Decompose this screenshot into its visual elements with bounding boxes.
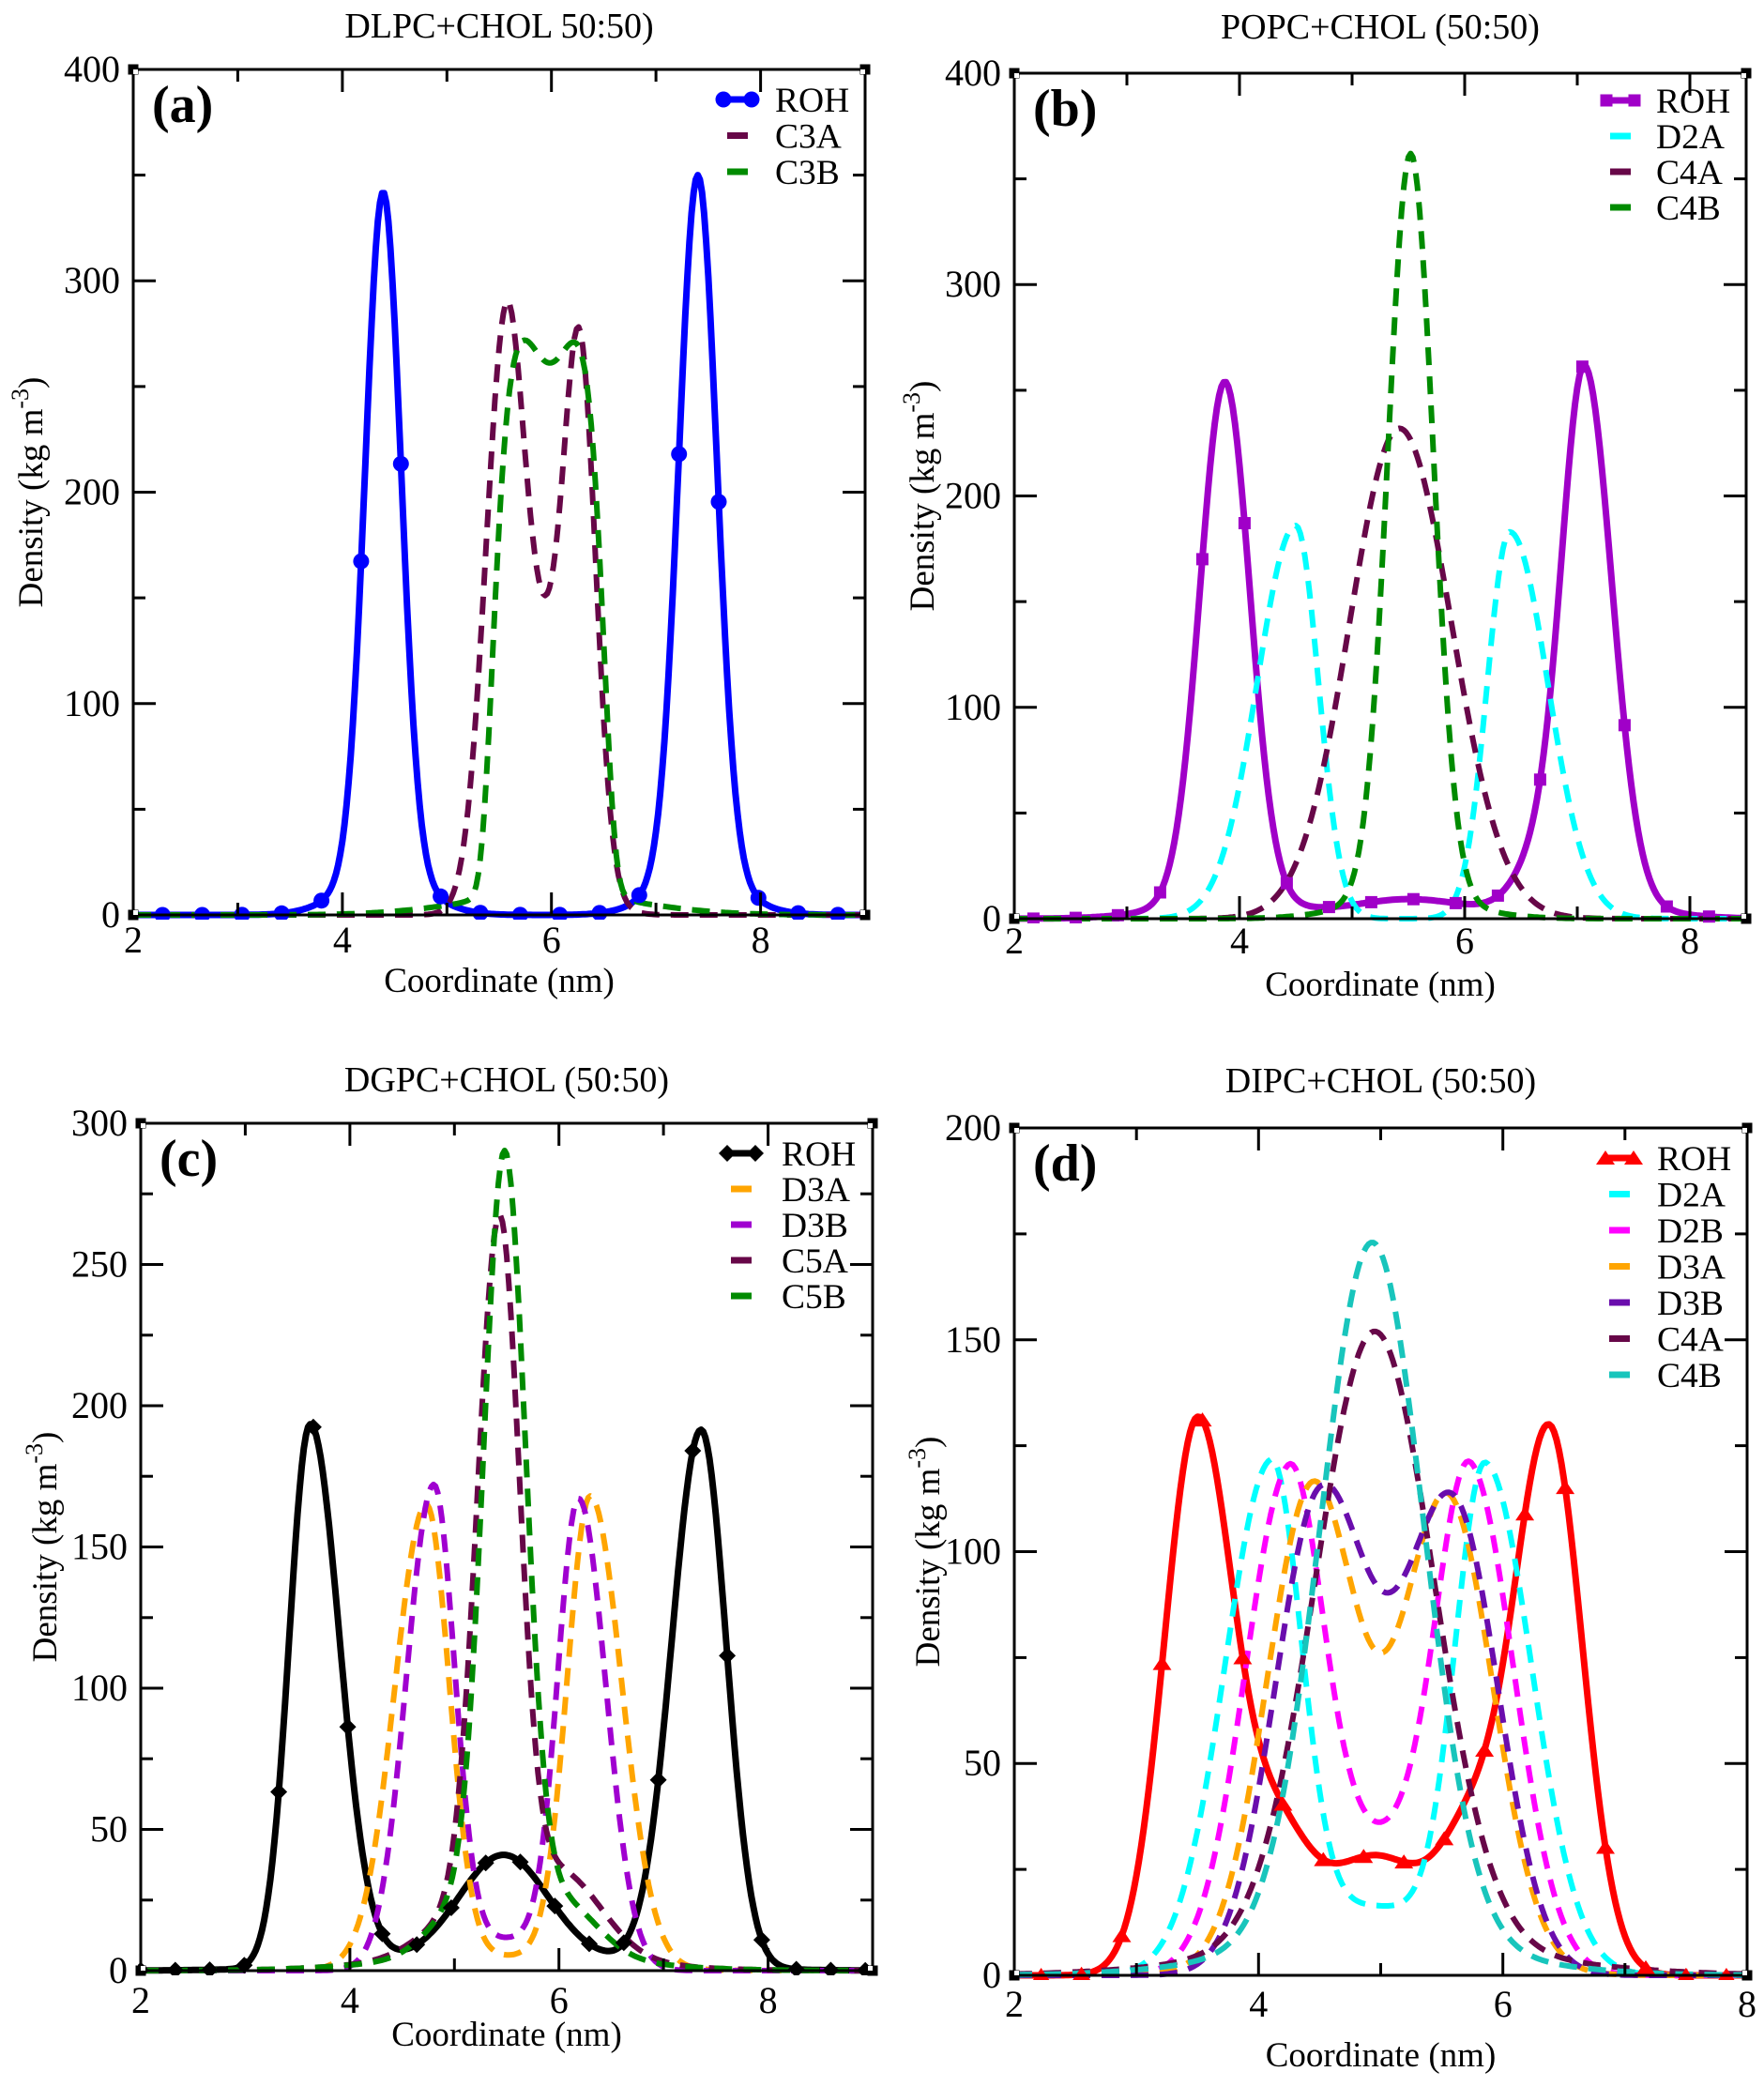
svg-text:0: 0: [982, 1954, 1001, 1996]
svg-text:C4A: C4A: [1656, 154, 1723, 192]
svg-text:ROH: ROH: [782, 1135, 856, 1174]
svg-text:2: 2: [131, 1979, 150, 2021]
svg-text:8: 8: [1680, 920, 1699, 962]
svg-text:200: 200: [71, 1384, 128, 1426]
svg-text:ROH: ROH: [1657, 1140, 1731, 1179]
svg-text:ROH: ROH: [775, 82, 849, 120]
svg-text:D3A: D3A: [1657, 1249, 1726, 1287]
svg-text:(b): (b): [1033, 80, 1097, 138]
svg-text:D2A: D2A: [1657, 1177, 1726, 1215]
svg-text:0: 0: [109, 1949, 128, 1991]
svg-text:100: 100: [64, 682, 120, 724]
svg-text:6: 6: [542, 919, 561, 961]
svg-text:2: 2: [1005, 1983, 1024, 2025]
svg-text:DIPC+CHOL (50:50): DIPC+CHOL (50:50): [1225, 1061, 1536, 1101]
svg-text:Coordinate (nm): Coordinate (nm): [1266, 2036, 1497, 2075]
svg-text:8: 8: [752, 919, 770, 961]
svg-text:200: 200: [945, 475, 1001, 517]
svg-text:C5B: C5B: [782, 1278, 846, 1317]
svg-text:8: 8: [759, 1979, 778, 2021]
svg-text:0: 0: [101, 893, 120, 936]
svg-text:400: 400: [945, 52, 1001, 94]
svg-text:Density (kg m-3): Density (kg m-3): [898, 381, 942, 612]
svg-text:Coordinate (nm): Coordinate (nm): [391, 2016, 622, 2054]
svg-text:D3B: D3B: [782, 1207, 848, 1245]
svg-text:8: 8: [1738, 1983, 1756, 2025]
svg-text:6: 6: [550, 1979, 569, 2021]
svg-text:100: 100: [945, 686, 1001, 728]
svg-text:2: 2: [124, 919, 143, 961]
svg-text:D2A: D2A: [1656, 118, 1725, 157]
svg-text:Density (kg m-3): Density (kg m-3): [21, 1432, 65, 1663]
svg-text:50: 50: [964, 1742, 1001, 1784]
svg-text:6: 6: [1494, 1983, 1513, 2025]
svg-text:D2B: D2B: [1657, 1212, 1724, 1251]
svg-text:Coordinate (nm): Coordinate (nm): [384, 962, 615, 1000]
svg-text:4: 4: [341, 1979, 359, 2021]
svg-text:100: 100: [71, 1667, 128, 1709]
svg-text:C3A: C3A: [775, 118, 842, 157]
svg-text:C5A: C5A: [782, 1242, 848, 1281]
svg-text:2: 2: [1005, 920, 1024, 962]
svg-text:150: 150: [945, 1318, 1001, 1361]
svg-text:200: 200: [945, 1106, 1001, 1149]
svg-text:4: 4: [1249, 1983, 1268, 2025]
svg-text:4: 4: [333, 919, 352, 961]
svg-text:300: 300: [71, 1102, 128, 1144]
svg-text:C4A: C4A: [1657, 1321, 1724, 1360]
svg-text:6: 6: [1455, 920, 1474, 962]
svg-text:150: 150: [71, 1526, 128, 1568]
svg-text:300: 300: [945, 263, 1001, 305]
svg-text:D3A: D3A: [782, 1171, 850, 1210]
svg-text:250: 250: [71, 1243, 128, 1286]
svg-text:DGPC+CHOL (50:50): DGPC+CHOL (50:50): [344, 1060, 669, 1100]
svg-text:C4B: C4B: [1657, 1357, 1722, 1395]
svg-text:4: 4: [1230, 920, 1249, 962]
svg-text:Density (kg m-3): Density (kg m-3): [7, 377, 51, 608]
svg-text:C3B: C3B: [775, 154, 840, 192]
svg-text:C4B: C4B: [1656, 190, 1721, 228]
svg-text:0: 0: [982, 897, 1001, 939]
svg-text:ROH: ROH: [1656, 83, 1730, 121]
svg-text:400: 400: [64, 48, 120, 90]
svg-text:(c): (c): [160, 1130, 218, 1188]
svg-text:(a): (a): [152, 76, 213, 134]
svg-text:D3B: D3B: [1657, 1285, 1724, 1323]
svg-text:200: 200: [64, 471, 120, 513]
svg-text:POPC+CHOL (50:50): POPC+CHOL (50:50): [1221, 8, 1540, 47]
svg-text:100: 100: [945, 1531, 1001, 1573]
svg-text:(d): (d): [1033, 1135, 1097, 1193]
svg-text:Coordinate (nm): Coordinate (nm): [1265, 966, 1496, 1004]
svg-text:DLPC+CHOL 50:50): DLPC+CHOL 50:50): [344, 7, 653, 46]
svg-text:50: 50: [90, 1808, 128, 1851]
svg-text:300: 300: [64, 259, 120, 301]
svg-text:Density (kg m-3): Density (kg m-3): [904, 1437, 948, 1668]
